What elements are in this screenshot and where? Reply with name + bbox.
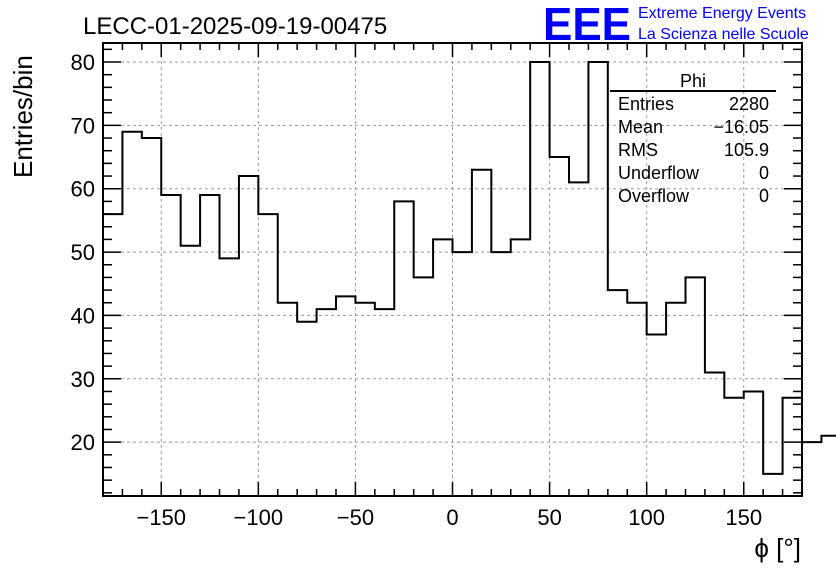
y-tick-label: 50: [71, 240, 95, 265]
stats-row-label: Overflow: [618, 186, 690, 206]
y-tick-label: 20: [71, 430, 95, 455]
x-tick-labels: −150 −100 −50 0 50 100 150: [136, 505, 762, 530]
x-tick-label: 50: [537, 505, 561, 530]
x-tick-label: −150: [136, 505, 186, 530]
grid-lines: [103, 43, 802, 496]
stats-row-label: Entries: [618, 94, 674, 114]
x-axis-label: ϕ [°]: [754, 533, 801, 563]
stats-row-value: 2280: [729, 94, 769, 114]
stats-row-label: RMS: [618, 140, 658, 160]
x-tick-label: 150: [725, 505, 762, 530]
y-tick-labels: 20 30 40 50 60 70 80: [71, 50, 95, 455]
y-tick-label: 40: [71, 303, 95, 328]
logo-line-2: La Scienza nelle Scuole: [638, 26, 809, 43]
y-axis-label: Entries/bin: [8, 55, 38, 178]
x-tick-label: 0: [446, 505, 458, 530]
x-tick-label: 100: [628, 505, 665, 530]
y-tick-label: 30: [71, 367, 95, 392]
y-tick-label: 60: [71, 177, 95, 202]
chart-title: LECC-01-2025-09-19-00475: [83, 13, 387, 40]
stats-row-value: 0: [759, 186, 769, 206]
axis-ticks: [102, 43, 803, 496]
y-tick-label: 80: [71, 50, 95, 75]
histogram-step-line: [103, 61, 836, 475]
eee-logo: EEE: [543, 0, 631, 50]
stats-row-value: 0: [759, 163, 769, 183]
stats-box: Phi Entries 2280 Mean −16.05 RMS 105.9 Underfl…: [610, 71, 776, 206]
logo-line-1: Extreme Energy Events: [638, 5, 806, 22]
x-tick-label: −50: [337, 505, 374, 530]
stats-row-value: −16.05: [713, 117, 769, 137]
stats-box-title: Phi: [680, 71, 706, 91]
stats-row-label: Mean: [618, 117, 663, 137]
y-tick-label: 70: [71, 113, 95, 138]
stats-row-value: 105.9: [724, 140, 769, 160]
x-tick-label: −100: [234, 505, 284, 530]
stats-row-label: Underflow: [618, 163, 700, 183]
stats-rows: Entries 2280 Mean −16.05 RMS 105.9 Underflow 0 O…: [618, 94, 769, 206]
